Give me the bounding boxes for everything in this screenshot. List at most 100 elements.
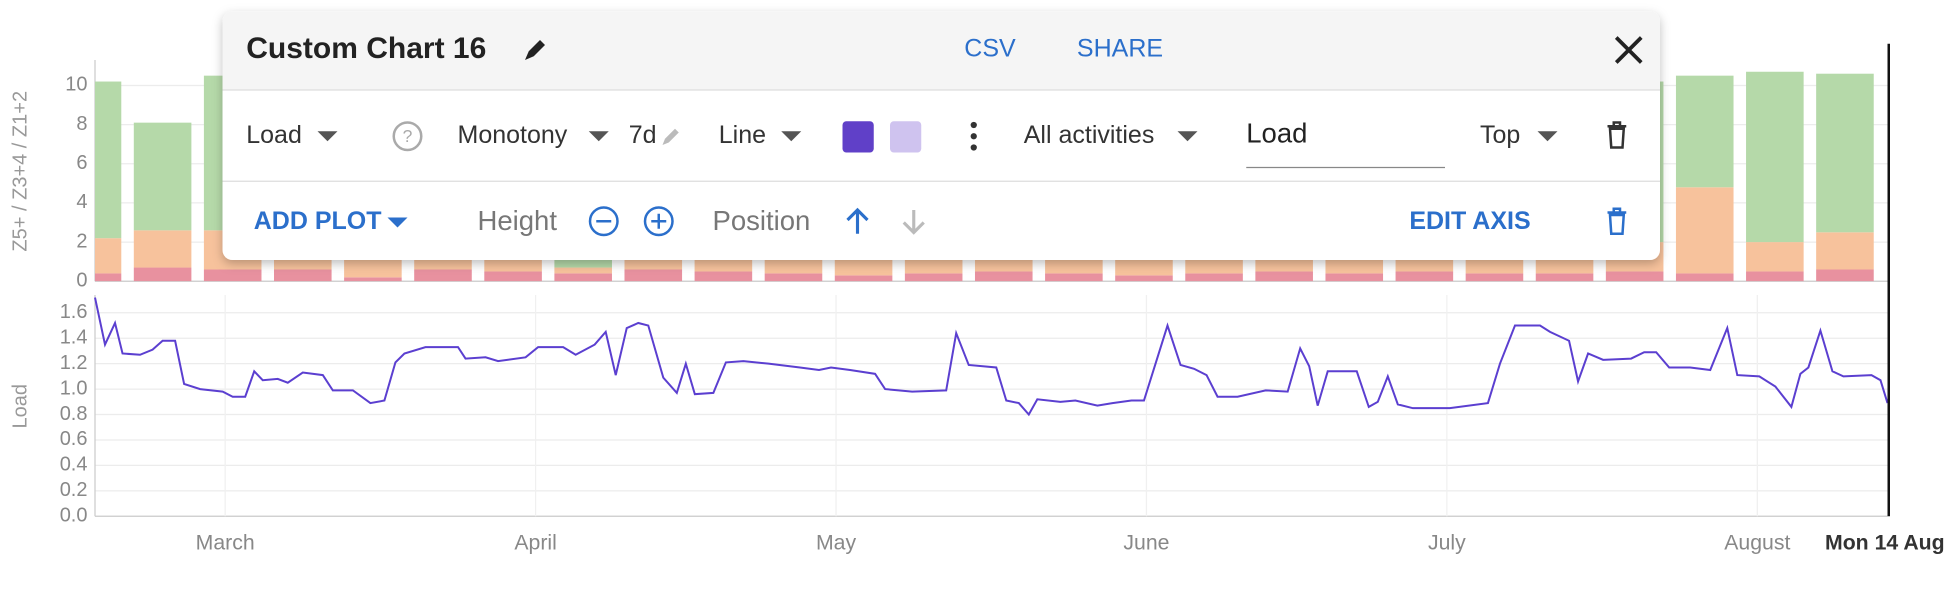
- bar-segment: [554, 273, 612, 282]
- edit-window-icon[interactable]: [662, 128, 679, 145]
- dropdown-arrow[interactable]: [1537, 131, 1558, 142]
- label-input[interactable]: Load: [1246, 117, 1307, 148]
- y-tick-label: 0.4: [60, 454, 88, 476]
- bar-segment: [1045, 273, 1103, 282]
- bar-segment: [344, 277, 402, 282]
- x-tick-label: June: [1123, 530, 1169, 554]
- bar-segment: [1816, 73, 1874, 233]
- bar-segment: [904, 273, 963, 282]
- y-tick-label: 1.6: [60, 301, 88, 323]
- bar-segment: [133, 267, 192, 282]
- position-label: Position: [713, 205, 811, 236]
- axis-position-select[interactable]: Top: [1480, 121, 1520, 149]
- y-axis-title: Load: [10, 384, 32, 428]
- csv-button[interactable]: CSV: [964, 35, 1016, 63]
- bar-segment: [834, 275, 893, 282]
- help-mark: ?: [403, 126, 413, 146]
- window-field[interactable]: 7d: [629, 121, 657, 149]
- y-axis-title: Z5+ / Z3+4 / Z1+2: [10, 91, 32, 252]
- dropdown-arrow[interactable]: [588, 131, 609, 142]
- bar-segment: [203, 269, 262, 282]
- y-tick-label: 1.0: [60, 377, 88, 399]
- bar-segment: [133, 230, 192, 268]
- bar-segment: [624, 257, 683, 270]
- y-tick-label: 4: [76, 191, 87, 213]
- bar-segment: [1395, 271, 1454, 282]
- bar-segment: [1255, 271, 1313, 282]
- bar-segment: [484, 271, 542, 282]
- bar-segment: [1535, 273, 1594, 282]
- bar-segment: [1816, 232, 1874, 270]
- function-select[interactable]: Monotony: [458, 121, 568, 149]
- height-label: Height: [478, 205, 558, 236]
- plus-mark: [651, 213, 667, 229]
- dialog-header: [222, 11, 1660, 91]
- y-tick-label: 2: [76, 230, 87, 252]
- y-tick-label: 0.8: [60, 403, 88, 425]
- bar-segment: [95, 81, 122, 239]
- style-select[interactable]: Line: [719, 121, 766, 149]
- fill-color-swatch[interactable]: [890, 121, 922, 153]
- move-up[interactable]: [846, 207, 869, 234]
- bar-segment: [1675, 187, 1734, 274]
- y-tick-label: 8: [76, 113, 87, 135]
- chart-dialog: Custom Chart 16 CSV SHARE Load ? Monoton…: [222, 11, 1660, 261]
- bar-segment: [95, 238, 122, 274]
- bar-segment: [1746, 242, 1804, 272]
- move-down[interactable]: [902, 210, 925, 235]
- close-button[interactable]: [1614, 36, 1643, 64]
- bar-segment: [1605, 271, 1664, 282]
- y-tick-label: 0.6: [60, 428, 88, 450]
- metric-select[interactable]: Load: [246, 121, 302, 149]
- dropdown-arrow[interactable]: [781, 131, 802, 142]
- bar-segment: [554, 267, 612, 274]
- bar-segment: [1185, 273, 1243, 282]
- dropdown-arrow[interactable]: [317, 131, 338, 142]
- bar-segment: [764, 273, 823, 282]
- bar-segment: [1325, 273, 1384, 282]
- y-tick-label: 0.2: [60, 479, 88, 501]
- add-plot-button[interactable]: ADD PLOT: [254, 207, 382, 235]
- line-color-swatch[interactable]: [842, 121, 874, 153]
- x-tick-label: August: [1724, 530, 1790, 554]
- bar-segment: [1675, 273, 1734, 282]
- edit-axis-button[interactable]: EDIT AXIS: [1409, 207, 1530, 235]
- y-tick-label: 1.2: [60, 352, 88, 374]
- bar-segment: [1746, 271, 1804, 282]
- dialog-title: Custom Chart 16: [246, 32, 486, 65]
- increase-height[interactable]: [643, 206, 674, 237]
- delete-plot-icon[interactable]: [1607, 121, 1627, 149]
- dropdown-arrow[interactable]: [1177, 131, 1198, 142]
- y-tick-label: 1.4: [60, 327, 88, 349]
- bar-segment: [95, 273, 122, 282]
- y-tick-label: 0.0: [60, 505, 88, 527]
- bar-segment: [344, 257, 402, 278]
- delete-axis-icon[interactable]: [1607, 207, 1627, 236]
- dropdown-arrow[interactable]: [387, 217, 408, 228]
- x-tick-label: April: [514, 530, 557, 554]
- y-tick-label: 0: [76, 270, 87, 292]
- x-tick-label: May: [816, 530, 857, 554]
- bar-segment: [694, 271, 753, 282]
- bar-segment: [273, 269, 332, 282]
- y-tick-label: 10: [65, 74, 87, 96]
- filter-select[interactable]: All activities: [1024, 121, 1155, 149]
- bar-segment: [1465, 273, 1524, 282]
- bar-segment: [133, 122, 192, 231]
- bar-segment: [414, 269, 472, 282]
- bar-segment: [834, 255, 893, 276]
- share-button[interactable]: SHARE: [1077, 35, 1163, 63]
- more-menu[interactable]: [970, 121, 977, 151]
- x-tick-label: March: [196, 530, 255, 554]
- bar-segment: [624, 269, 683, 282]
- help-icon[interactable]: [392, 121, 423, 152]
- bar-segment: [1746, 71, 1804, 243]
- x-tick-label: July: [1428, 530, 1466, 554]
- bar-segment: [1816, 269, 1874, 282]
- decrease-height[interactable]: [588, 206, 619, 237]
- bar-segment: [1115, 275, 1173, 282]
- load-line: [94, 297, 1889, 417]
- edit-title-icon[interactable]: [525, 40, 545, 61]
